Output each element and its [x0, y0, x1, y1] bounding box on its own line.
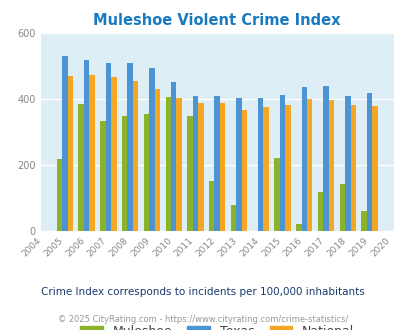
Bar — [360, 211, 366, 231]
Bar — [127, 63, 132, 231]
Bar — [274, 158, 279, 231]
Bar — [192, 96, 198, 231]
Bar — [214, 96, 220, 231]
Bar — [100, 121, 105, 231]
Bar — [350, 105, 355, 231]
Text: Crime Index corresponds to incidents per 100,000 inhabitants: Crime Index corresponds to incidents per… — [41, 287, 364, 297]
Bar — [328, 100, 333, 231]
Bar — [263, 107, 268, 231]
Bar — [149, 68, 154, 231]
Bar — [89, 75, 94, 231]
Bar — [78, 104, 84, 231]
Bar — [339, 184, 344, 231]
Bar — [105, 63, 111, 231]
Bar — [241, 110, 247, 231]
Bar — [57, 159, 62, 231]
Bar — [67, 76, 73, 231]
Bar — [209, 181, 214, 231]
Bar — [301, 87, 306, 231]
Bar — [111, 77, 116, 231]
Bar — [230, 205, 236, 231]
Text: © 2025 CityRating.com - https://www.cityrating.com/crime-statistics/: © 2025 CityRating.com - https://www.city… — [58, 315, 347, 324]
Bar — [154, 89, 160, 231]
Bar — [143, 114, 149, 231]
Bar — [306, 99, 312, 231]
Bar — [187, 116, 192, 231]
Bar — [171, 82, 176, 231]
Bar — [62, 56, 67, 231]
Bar — [236, 98, 241, 231]
Bar — [132, 81, 138, 231]
Bar — [176, 98, 181, 231]
Bar — [317, 192, 322, 231]
Bar — [122, 116, 127, 231]
Bar — [258, 98, 263, 231]
Bar — [366, 93, 371, 231]
Bar — [371, 106, 377, 231]
Bar — [279, 95, 285, 231]
Bar — [295, 224, 301, 231]
Legend: Muleshoe, Texas, National: Muleshoe, Texas, National — [75, 320, 358, 330]
Bar — [165, 97, 171, 231]
Bar — [198, 103, 203, 231]
Bar — [84, 60, 89, 231]
Bar — [322, 86, 328, 231]
Bar — [344, 96, 350, 231]
Bar — [220, 103, 225, 231]
Title: Muleshoe Violent Crime Index: Muleshoe Violent Crime Index — [93, 13, 340, 28]
Bar — [285, 105, 290, 231]
